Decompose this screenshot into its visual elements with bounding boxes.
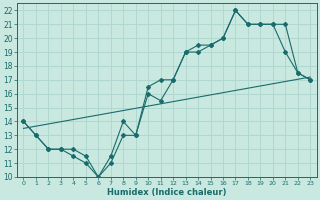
X-axis label: Humidex (Indice chaleur): Humidex (Indice chaleur) <box>107 188 227 197</box>
